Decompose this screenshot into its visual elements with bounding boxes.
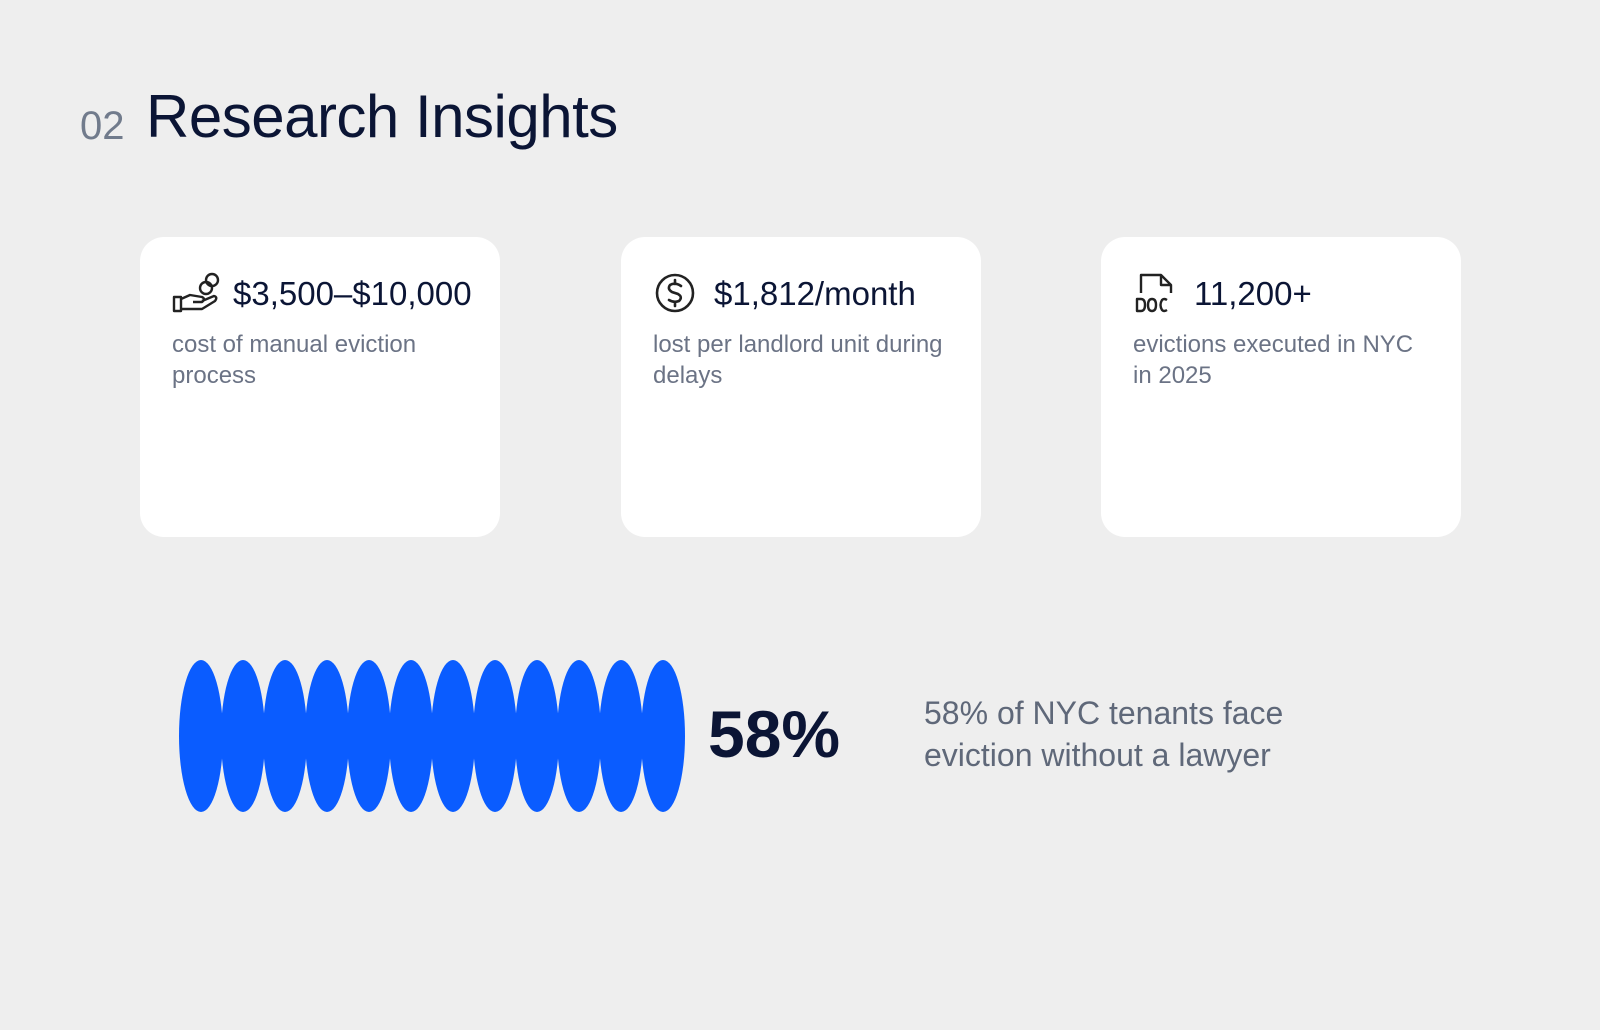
card-description: evictions executed in NYC in 2025 <box>1133 331 1414 389</box>
section-number: 02 <box>80 104 125 148</box>
card-value: $1,812/month <box>714 275 916 312</box>
stat-card: $1,812/month lost per landlord unit duri… <box>621 237 981 537</box>
ellipse-graphic <box>179 660 685 812</box>
doc-icon <box>1135 273 1173 313</box>
hand-coins-icon <box>172 272 220 313</box>
stat-card: 11,200+ evictions executed in NYC in 202… <box>1101 237 1461 537</box>
stat-card: $3,500–$10,000 cost of manual eviction p… <box>140 237 500 537</box>
card-value: 11,200+ <box>1194 275 1312 312</box>
highlight-stat: 58% <box>708 697 841 771</box>
dollar-icon <box>655 273 695 313</box>
highlight-description: 58% of NYC tenants face eviction without… <box>924 695 1284 773</box>
card-value: $3,500–$10,000 <box>233 275 472 312</box>
card-description: lost per landlord unit during delays <box>653 331 943 389</box>
card-description: cost of manual eviction process <box>172 331 417 389</box>
title: Research Insights <box>146 83 618 150</box>
